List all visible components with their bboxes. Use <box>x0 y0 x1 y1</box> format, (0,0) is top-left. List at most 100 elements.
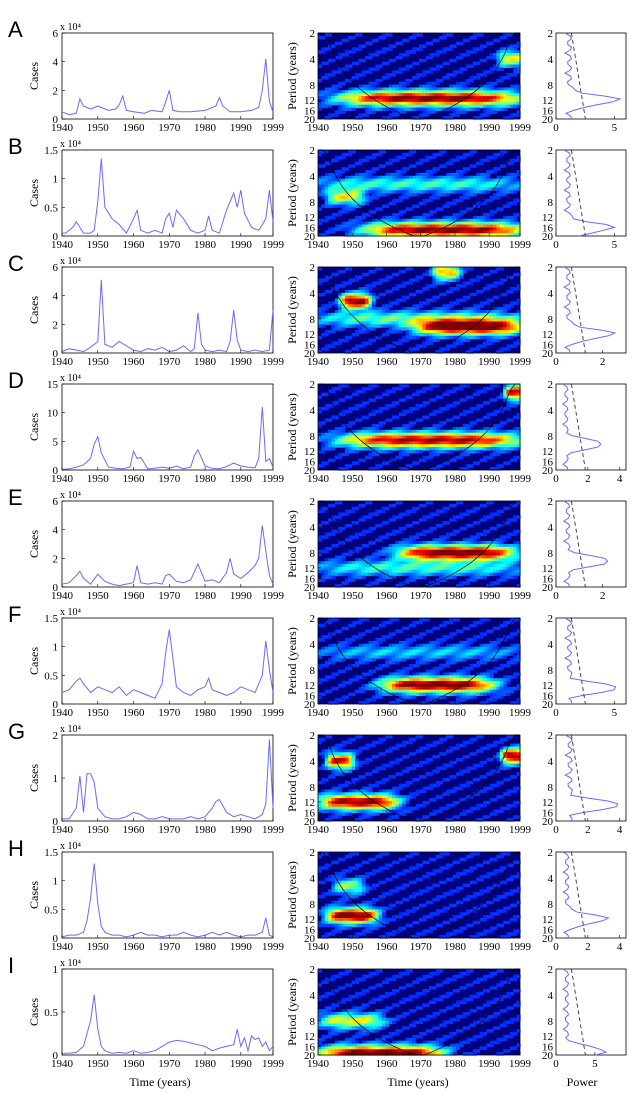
heatmap-cell <box>472 304 477 308</box>
heatmap-cell <box>425 224 430 228</box>
heatmap-cell <box>479 218 484 223</box>
heatmap-cell <box>503 549 508 554</box>
heatmap-cell <box>408 538 413 542</box>
heatmap-cell <box>425 438 430 442</box>
heatmap-cell <box>392 227 397 231</box>
heatmap-cell <box>429 175 434 180</box>
heatmap-cell <box>405 233 410 237</box>
heatmap-cell <box>435 93 440 97</box>
heatmap-cell <box>432 284 437 288</box>
heatmap-cell <box>392 318 397 323</box>
heatmap-cell <box>479 98 484 103</box>
heatmap-cell <box>442 184 447 188</box>
heatmap-cell <box>395 552 400 557</box>
heatmap-cell <box>365 312 370 317</box>
heatmap-cell <box>318 578 322 582</box>
heatmap-cell <box>351 164 356 168</box>
heatmap-cell <box>348 190 353 194</box>
heatmap-cell <box>422 515 427 519</box>
heatmap-cell <box>419 561 423 565</box>
heatmap-cell <box>476 289 481 294</box>
heatmap-cell <box>419 344 423 348</box>
heatmap-cell <box>452 575 457 579</box>
heatmap-cell <box>479 47 484 51</box>
heatmap-cell <box>479 321 484 325</box>
heatmap-cell <box>388 58 393 63</box>
heatmap-cell <box>482 181 487 185</box>
heatmap-cell <box>405 218 410 223</box>
heatmap-cell <box>459 224 464 228</box>
heatmap-cell <box>429 310 434 314</box>
heatmap-cell <box>402 221 407 226</box>
heatmap-cell <box>348 224 353 228</box>
heatmap-cell <box>395 386 400 391</box>
heatmap-cell <box>445 521 450 525</box>
heatmap-cell <box>422 184 427 188</box>
heatmap-cell <box>419 113 423 117</box>
heatmap-cell <box>334 544 339 548</box>
heatmap-cell <box>425 529 430 534</box>
heatmap-cell <box>415 187 420 191</box>
heatmap-cell <box>445 566 450 571</box>
heatmap-cell <box>469 566 474 571</box>
period-tick-label: 8 <box>310 80 316 92</box>
heatmap-cell <box>348 178 353 183</box>
heatmap-cell <box>344 195 349 200</box>
x-tick-label: 1940 <box>307 122 330 134</box>
heatmap-cell <box>479 175 484 180</box>
heatmap-cell <box>341 90 346 94</box>
heatmap-cell <box>351 347 356 351</box>
heatmap-cell <box>398 429 403 434</box>
heatmap-cell <box>499 193 504 197</box>
heatmap-cell <box>449 84 454 89</box>
heatmap-cell <box>516 395 521 399</box>
heatmap-cell <box>324 546 329 551</box>
heatmap-cell <box>321 204 326 208</box>
heatmap-cell <box>425 332 430 337</box>
heatmap-cell <box>318 101 322 106</box>
heatmap-cell <box>435 395 440 399</box>
heatmap-cell <box>338 310 343 314</box>
heatmap-cell <box>503 506 508 511</box>
heatmap-cell <box>361 561 366 565</box>
heatmap-cell <box>476 389 481 394</box>
heatmap-cell <box>358 47 363 51</box>
heatmap-cell <box>331 327 336 331</box>
heatmap-cell <box>392 458 397 462</box>
heatmap-cell <box>422 566 427 571</box>
heatmap-cell <box>388 172 393 177</box>
heatmap-cell <box>398 541 403 545</box>
heatmap-cell <box>331 301 336 305</box>
heatmap-cell <box>459 452 464 457</box>
heatmap-cell <box>442 429 447 434</box>
heatmap-cell <box>381 227 386 231</box>
heatmap-cell <box>469 164 474 168</box>
heatmap-cell <box>459 198 464 203</box>
heatmap-cell <box>338 438 343 442</box>
heatmap-cell <box>331 98 336 103</box>
heatmap-cell <box>331 386 336 391</box>
heatmap-cell <box>324 347 329 351</box>
heatmap-cell <box>506 53 511 57</box>
heatmap-cell <box>328 315 333 320</box>
heatmap-cell <box>493 312 498 317</box>
heatmap-cell <box>334 84 339 89</box>
heatmap-cell <box>469 564 474 568</box>
heatmap-cell <box>331 572 336 577</box>
heatmap-cell <box>398 175 403 180</box>
heatmap-cell <box>375 395 380 399</box>
heatmap-cell <box>503 321 508 325</box>
heatmap-cell <box>368 298 373 302</box>
period-tick-label: 12 <box>542 212 553 224</box>
heatmap-cell <box>476 552 481 557</box>
power-tick-label: 0 <box>553 356 559 368</box>
heatmap-cell <box>449 44 454 48</box>
heatmap-cell <box>489 569 494 574</box>
heatmap-cell <box>452 44 457 48</box>
heatmap-cell <box>435 101 440 106</box>
heatmap-cell <box>496 318 501 323</box>
heatmap-cell <box>429 233 434 237</box>
heatmap-cell <box>405 181 410 185</box>
heatmap-cell <box>442 275 447 280</box>
heatmap-cell <box>405 427 410 431</box>
